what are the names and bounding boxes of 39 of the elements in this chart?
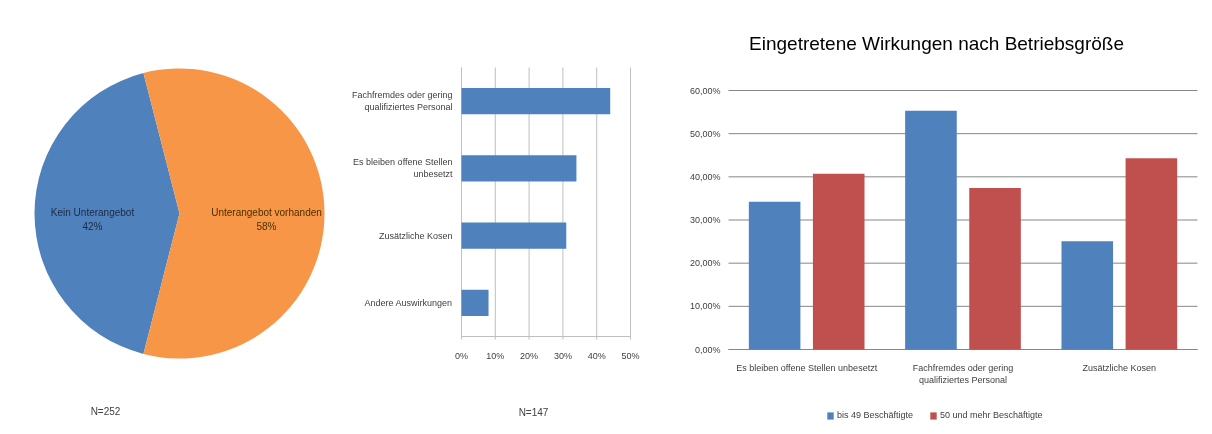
bar — [461, 222, 567, 249]
legend-label: 50 und mehr Beschäftigte — [940, 410, 1043, 420]
chart-title: Eingetretene Wirkungen nach Betriebsgröße — [749, 33, 1124, 54]
bar — [461, 155, 577, 182]
x-tick-label: 30% — [553, 350, 572, 361]
bar — [1125, 158, 1178, 350]
x-tick-label: 40% — [587, 350, 606, 361]
slice-label: Kein Unterangebot — [50, 207, 135, 219]
y-tick-label: 0,00% — [694, 344, 721, 355]
text: N=252 — [90, 406, 121, 417]
y-tick-label: 50,00% — [689, 128, 721, 139]
text: N=147 — [518, 407, 549, 418]
legend-label: bis 49 Beschäftigte — [837, 410, 914, 420]
x-tick-label: 50% — [621, 350, 640, 361]
slice-label: Unterangebot vorhanden — [211, 207, 322, 219]
y-tick-label: 10,00% — [689, 301, 721, 312]
bar — [461, 289, 489, 316]
y-tick-label: 40,00% — [689, 171, 721, 182]
x-tick-label: Es bleiben offene Stellen unbesetzt — [736, 362, 878, 373]
y-tick-label: 20,00% — [689, 258, 721, 269]
x-tick-label: 10% — [486, 350, 505, 361]
bar — [969, 188, 1021, 350]
y-tick-label: Es bleiben offene Stellen unbesetzt — [353, 157, 453, 180]
data-label: 58% — [256, 220, 277, 232]
y-tick-label: Fachfremdes oder gering qualifiziertes Personal — [351, 90, 453, 113]
y-tick-label: Zusätzliche Kosen — [378, 230, 453, 241]
data-label: 42% — [82, 220, 103, 232]
y-tick-label: Andere Auswirkungen — [364, 297, 453, 308]
x-tick-label: 20% — [520, 350, 539, 361]
y-tick-label: 30,00% — [689, 215, 721, 225]
bar — [905, 110, 957, 350]
bar — [461, 88, 611, 115]
x-tick-label: 0% — [455, 350, 469, 361]
x-tick-label: Fachfremdes oder gering qualifiziertes Personal — [912, 362, 1014, 385]
bar — [812, 173, 865, 350]
bar — [748, 201, 801, 350]
y-tick-label: 60,00% — [689, 85, 721, 96]
bar — [1061, 241, 1114, 350]
x-tick-label: Zusätzliche Kosen — [1082, 362, 1157, 373]
